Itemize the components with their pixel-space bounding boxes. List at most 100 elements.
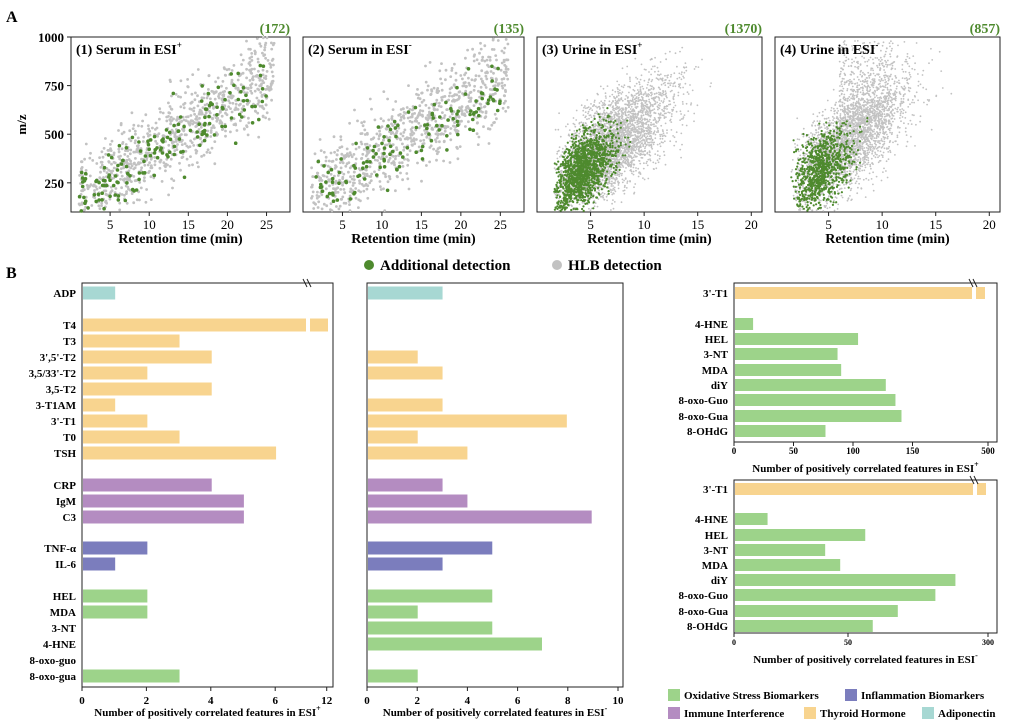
hlb-point bbox=[486, 127, 490, 131]
hlb-point bbox=[270, 70, 274, 74]
hlb-point bbox=[607, 112, 609, 115]
additional-point bbox=[216, 85, 221, 90]
additional-point bbox=[197, 122, 201, 126]
additional-point bbox=[83, 199, 88, 203]
hlb-point bbox=[424, 116, 428, 120]
hlb-point bbox=[240, 110, 244, 114]
hlb-point bbox=[613, 186, 616, 189]
hlb-point bbox=[647, 128, 650, 131]
hlb-point bbox=[387, 118, 391, 122]
hlb-point bbox=[435, 136, 439, 140]
additional-point bbox=[474, 99, 478, 103]
additional-point bbox=[159, 146, 163, 150]
hlb-point bbox=[586, 99, 589, 101]
hlb-point bbox=[224, 134, 227, 138]
hlb-point bbox=[494, 80, 498, 84]
hlb-point bbox=[642, 167, 645, 170]
hlb-point bbox=[363, 142, 367, 146]
hlb-point bbox=[144, 113, 148, 117]
hlb-point bbox=[642, 153, 645, 156]
hlb-point bbox=[572, 122, 575, 125]
additional-point bbox=[138, 149, 143, 153]
hlb-point bbox=[468, 91, 472, 94]
hlb-point bbox=[496, 84, 500, 87]
hlb-point bbox=[424, 64, 427, 68]
hlb-point bbox=[616, 80, 619, 83]
hlb-point bbox=[682, 103, 684, 105]
hlb-point bbox=[449, 138, 453, 142]
hlb-point bbox=[383, 209, 387, 213]
hlb-point bbox=[635, 148, 638, 150]
hlb-point bbox=[100, 204, 103, 208]
hlb-point bbox=[618, 175, 621, 178]
hlb-point bbox=[386, 180, 390, 184]
hlb-point bbox=[657, 120, 660, 123]
additional-point bbox=[207, 121, 212, 126]
hlb-point bbox=[117, 150, 121, 154]
hlb-point bbox=[89, 151, 92, 155]
hlb-point bbox=[362, 120, 366, 124]
hlb-point bbox=[710, 82, 712, 84]
hlb-point bbox=[399, 171, 402, 175]
hlb-point bbox=[605, 195, 608, 198]
hlb-point bbox=[634, 94, 636, 97]
hlb-point bbox=[650, 68, 653, 70]
hlb-point bbox=[648, 114, 650, 117]
hlb-point bbox=[93, 189, 96, 192]
hlb-point bbox=[469, 96, 473, 100]
hlb-point bbox=[643, 162, 645, 165]
hlb-point bbox=[663, 117, 666, 119]
hlb-point bbox=[684, 82, 687, 85]
hlb-point bbox=[449, 127, 453, 130]
hlb-point bbox=[620, 161, 622, 164]
hlb-point bbox=[267, 117, 271, 121]
hlb-point bbox=[401, 142, 404, 146]
hlb-point bbox=[403, 137, 407, 141]
hlb-point bbox=[631, 94, 634, 97]
hlb-point bbox=[644, 91, 647, 93]
hlb-point bbox=[127, 169, 131, 173]
hlb-point bbox=[419, 109, 422, 112]
hlb-point bbox=[636, 78, 639, 80]
hlb-point bbox=[666, 108, 668, 110]
hlb-point bbox=[489, 76, 493, 80]
additional-point bbox=[382, 135, 386, 139]
hlb-point bbox=[408, 149, 412, 153]
hlb-point bbox=[187, 164, 191, 167]
hlb-point bbox=[224, 108, 228, 112]
additional-point bbox=[388, 144, 393, 149]
hlb-point bbox=[581, 130, 584, 132]
hlb-point bbox=[125, 192, 128, 196]
additional-point bbox=[177, 137, 182, 141]
additional-point bbox=[250, 104, 254, 109]
additional-point bbox=[431, 116, 436, 120]
hlb-point bbox=[338, 178, 341, 182]
hlb-point bbox=[171, 186, 174, 190]
hlb-point bbox=[200, 155, 204, 158]
additional-point bbox=[427, 132, 431, 136]
hlb-point bbox=[223, 104, 227, 108]
scatter-panel-3: 5 10 15 20(3) Urine in ESI+(1370)Retention … bbox=[536, 22, 763, 247]
hlb-point bbox=[479, 47, 483, 51]
hlb-point bbox=[626, 73, 628, 75]
hlb-point bbox=[113, 191, 117, 194]
hlb-point bbox=[249, 86, 253, 89]
hlb-point bbox=[372, 136, 376, 140]
hlb-point bbox=[625, 167, 627, 169]
additional-point bbox=[165, 153, 169, 157]
hlb-point bbox=[628, 91, 630, 94]
hlb-point bbox=[347, 170, 350, 174]
hlb-point bbox=[655, 125, 657, 127]
hlb-point bbox=[333, 187, 337, 191]
hlb-point bbox=[244, 86, 248, 90]
hlb-point bbox=[623, 151, 625, 154]
hlb-point bbox=[158, 160, 162, 164]
hlb-point bbox=[652, 161, 655, 164]
hlb-point bbox=[614, 190, 617, 193]
hlb-point bbox=[413, 142, 417, 146]
hlb-point bbox=[436, 87, 440, 90]
hlb-point bbox=[406, 116, 410, 120]
additional-point bbox=[229, 116, 234, 120]
hlb-point bbox=[638, 83, 641, 86]
